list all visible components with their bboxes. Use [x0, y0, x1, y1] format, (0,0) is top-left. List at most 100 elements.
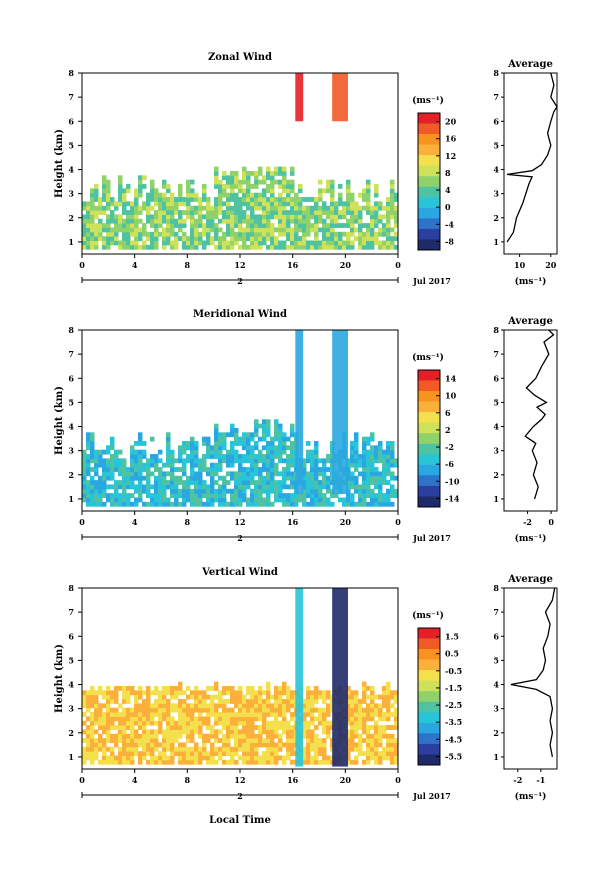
- colorbar-unit: (ms⁻¹): [412, 95, 444, 106]
- average-unit: (ms⁻¹): [515, 533, 547, 544]
- y-tick-label: 4: [68, 422, 74, 432]
- average-y-tick-label: 2: [493, 728, 499, 738]
- colorbar-tick-label: -0.5: [445, 666, 462, 676]
- y-axis-label: Height (km): [54, 129, 65, 198]
- colorbar-swatch: [418, 113, 440, 124]
- colorbar-swatch: [418, 733, 440, 745]
- y-tick-label: 3: [68, 704, 74, 714]
- colorbar-tick-label: 16: [445, 134, 457, 144]
- colorbar-frame: [417, 627, 441, 766]
- colorbar-swatch: [418, 464, 440, 476]
- colorbar-tick-label: 2: [445, 425, 451, 435]
- x-tick-label: 20: [340, 775, 352, 785]
- y-tick-label: 4: [68, 680, 74, 690]
- colorbar-swatch: [418, 412, 440, 423]
- y-tick-label: 1: [68, 494, 74, 504]
- average-x-tick-label: -2: [513, 775, 522, 785]
- x-tick-label: 12: [234, 775, 245, 785]
- colorbar-tick-label: -2: [445, 442, 454, 452]
- y-tick-label: 5: [68, 397, 74, 407]
- panel-title: Vertical Wind: [201, 567, 278, 578]
- colorbar-swatch: [418, 186, 440, 198]
- average-y-tick-label: 7: [493, 349, 499, 359]
- average-y-tick-label: 6: [493, 116, 499, 126]
- x-tick-label: 16: [287, 260, 299, 270]
- colorbar-swatch: [418, 165, 440, 177]
- day-label: 2: [237, 533, 243, 543]
- colorbar-swatch: [418, 380, 440, 392]
- x-tick-label: 0: [79, 775, 85, 785]
- average-x-tick-label: -1: [536, 775, 545, 785]
- colorbar-tick-label: 14: [445, 374, 457, 384]
- x-tick-label: 4: [132, 260, 138, 270]
- y-tick-label: 3: [68, 189, 74, 199]
- colorbar-swatch: [418, 638, 440, 650]
- average-frame: [503, 587, 558, 770]
- y-tick-label: 6: [68, 631, 74, 641]
- colorbar-swatch: [418, 123, 440, 135]
- x-tick-label: 4: [132, 775, 138, 785]
- colorbar-tick-label: -6: [445, 459, 454, 469]
- colorbar-tick-label: 6: [445, 408, 451, 418]
- colorbar-swatch: [418, 649, 440, 660]
- y-tick-label: 7: [68, 92, 74, 102]
- x-tick-label: 0: [395, 260, 401, 270]
- colorbar-tick-label: -1.5: [445, 683, 462, 693]
- y-tick-label: 7: [68, 607, 74, 617]
- colorbar-swatch: [418, 197, 440, 209]
- x-tick-label: 0: [79, 260, 85, 270]
- average-y-tick-label: 1: [493, 494, 499, 504]
- heatmap-cells: [82, 330, 399, 507]
- date-label: Jul 2017: [412, 276, 451, 286]
- colorbar-tick-label: -4: [445, 219, 454, 229]
- x-tick-label: 16: [287, 517, 299, 527]
- average-title: Average: [507, 574, 553, 585]
- colorbar-swatch: [418, 370, 440, 381]
- y-axis-label: Height (km): [54, 386, 65, 455]
- date-label: Jul 2017: [412, 791, 451, 801]
- average-y-tick-label: 1: [493, 237, 499, 247]
- day-label: 2: [237, 791, 243, 801]
- y-tick-label: 2: [68, 728, 74, 738]
- colorbar-swatch: [418, 207, 440, 219]
- average-y-tick-label: 4: [493, 422, 499, 432]
- colorbar-swatch: [418, 422, 440, 434]
- x-tick-label: 8: [185, 517, 191, 527]
- y-tick-label: 2: [68, 213, 74, 223]
- colorbar-swatch: [418, 401, 440, 413]
- heatmap-cells: [82, 588, 399, 767]
- colorbar-swatch: [418, 134, 440, 145]
- x-tick-label: 12: [234, 517, 245, 527]
- colorbar-tick-label: -3.5: [445, 717, 462, 727]
- x-tick-label: 12: [234, 260, 245, 270]
- colorbar-tick-label: 1.5: [445, 632, 459, 642]
- average-y-tick-label: 5: [493, 140, 499, 150]
- average-x-tick-label: 20: [545, 260, 557, 270]
- y-tick-label: 4: [68, 165, 74, 175]
- colorbar-swatch: [418, 239, 440, 251]
- average-y-tick-label: 6: [493, 631, 499, 641]
- day-label: 2: [237, 276, 243, 286]
- x-tick-label: 8: [185, 260, 191, 270]
- colorbar-unit: (ms⁻¹): [412, 610, 444, 621]
- average-profile-line: [524, 329, 555, 500]
- panel-title: Zonal Wind: [208, 52, 272, 63]
- x-tick-label: 16: [287, 775, 299, 785]
- average-y-tick-label: 6: [493, 373, 499, 383]
- average-profile-line: [510, 587, 556, 758]
- colorbar-swatch: [418, 659, 440, 671]
- average-unit: (ms⁻¹): [515, 276, 547, 287]
- average-title: Average: [507, 59, 553, 70]
- date-label: Jul 2017: [412, 533, 451, 543]
- colorbar-swatch: [418, 691, 440, 703]
- colorbar-swatch: [418, 496, 440, 508]
- average-y-tick-label: 7: [493, 92, 499, 102]
- colorbar-swatch: [418, 176, 440, 188]
- colorbar-swatch: [418, 475, 440, 487]
- colorbar-tick-label: -8: [445, 236, 454, 246]
- colorbar-swatch: [418, 701, 440, 713]
- average-profile-line: [506, 72, 558, 243]
